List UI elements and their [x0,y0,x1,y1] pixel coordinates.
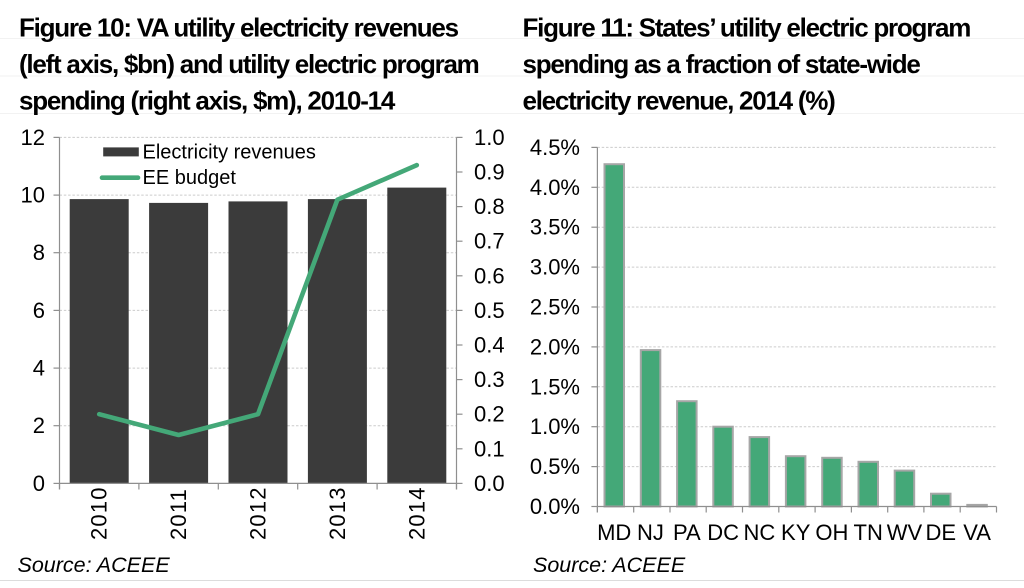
svg-text:6: 6 [33,298,45,323]
svg-text:2010: 2010 [87,486,112,540]
svg-text:4.0%: 4.0% [530,175,580,200]
svg-text:2: 2 [33,413,45,438]
svg-text:0.3: 0.3 [474,367,505,392]
svg-text:3.5%: 3.5% [530,215,580,240]
svg-text:1.5%: 1.5% [530,374,580,399]
svg-text:2011: 2011 [166,488,191,540]
svg-text:OH: OH [815,520,848,545]
svg-text:2014: 2014 [404,486,429,540]
svg-text:1.0%: 1.0% [530,414,580,439]
svg-text:Figure 11: States’ utility ele: Figure 11: States’ utility electric prog… [523,13,971,43]
svg-text:0: 0 [33,471,45,496]
svg-text:EE budget: EE budget [143,167,237,189]
svg-text:0.7: 0.7 [474,229,505,254]
svg-text:2012: 2012 [246,486,271,540]
svg-text:0.0: 0.0 [474,471,505,496]
svg-text:DC: DC [707,520,739,545]
svg-text:0.5%: 0.5% [530,454,580,479]
svg-text:WV: WV [887,520,923,545]
svg-text:0.9: 0.9 [474,160,505,185]
svg-text:TN: TN [854,520,883,545]
svg-text:2.0%: 2.0% [530,334,580,359]
svg-text:0.0%: 0.0% [530,494,580,519]
svg-text:0.8: 0.8 [474,194,505,219]
svg-text:Source: ACEEE: Source: ACEEE [18,553,171,577]
svg-text:spending (right axis, $m), 201: spending (right axis, $m), 2010-14 [19,86,396,116]
svg-text:8: 8 [33,240,45,265]
svg-text:electricity revenue, 2014 (%): electricity revenue, 2014 (%) [523,86,836,116]
svg-text:3.0%: 3.0% [530,255,580,280]
svg-text:0.5: 0.5 [474,298,505,323]
svg-text:spending as a fraction of stat: spending as a fraction of state-wide [523,49,921,79]
svg-text:1.0: 1.0 [474,125,505,150]
svg-text:0.2: 0.2 [474,402,505,427]
svg-text:12: 12 [21,125,45,150]
svg-text:PA: PA [673,520,701,545]
svg-text:0.6: 0.6 [474,263,505,288]
svg-text:NJ: NJ [637,520,664,545]
svg-text:0.4: 0.4 [474,333,505,358]
svg-text:MD: MD [597,520,631,545]
svg-text:2.5%: 2.5% [530,295,580,320]
svg-text:Electricity revenues: Electricity revenues [143,141,316,163]
svg-text:2013: 2013 [325,486,350,540]
svg-text:Figure 10: VA utility electric: Figure 10: VA utility electricity revenu… [19,13,459,43]
svg-text:10: 10 [21,183,45,208]
svg-text:4.5%: 4.5% [530,135,580,160]
svg-text:DE: DE [926,520,957,545]
svg-text:KY: KY [781,520,811,545]
svg-text:VA: VA [963,520,991,545]
svg-text:NC: NC [744,520,776,545]
svg-text:4: 4 [33,356,45,381]
svg-text:(left axis, $bn) and utility e: (left axis, $bn) and utility electric pr… [19,49,479,79]
svg-text:Source: ACEEE: Source: ACEEE [533,553,686,577]
svg-text:0.1: 0.1 [474,436,505,461]
